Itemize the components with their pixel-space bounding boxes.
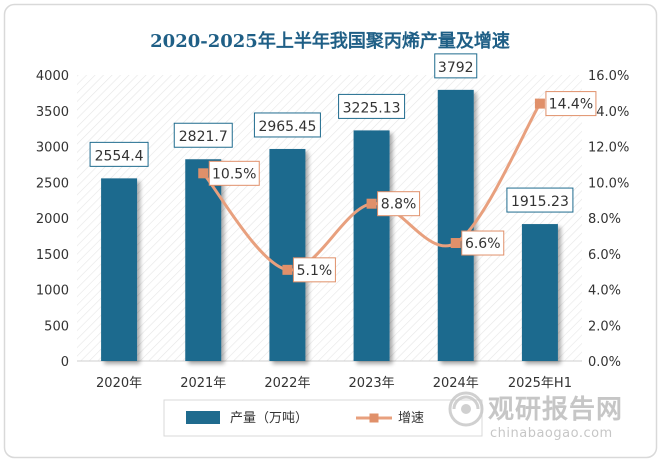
- x-tick-label: 2021年: [180, 376, 226, 391]
- right-tick-label: 14.0%: [588, 105, 629, 120]
- growth-marker: [450, 238, 461, 249]
- bar: [101, 178, 138, 361]
- growth-marker: [366, 198, 377, 209]
- right-tick-label: 12.0%: [588, 141, 629, 156]
- left-tick-label: 2000: [36, 212, 69, 227]
- x-axis: 2020年 2021年 2022年 2023年 2024年 2025年H1: [96, 376, 572, 391]
- pct-label-box: [545, 91, 597, 117]
- bar-data-labels: 2554.4 2821.7 2965.45 3225.13 3792 1915.23: [89, 53, 574, 213]
- pct-label-box: [208, 160, 260, 186]
- watermark-logo-icon: [448, 391, 484, 427]
- left-tick-label: 1500: [36, 248, 69, 263]
- bar-label-box: [173, 122, 233, 148]
- legend-line-label: 增速: [398, 411, 424, 426]
- bar-value-label: 2821.7: [179, 129, 228, 145]
- left-tick-label: 3000: [36, 141, 69, 156]
- right-tick-label: 8.0%: [588, 212, 621, 227]
- bar-label-box: [338, 93, 406, 119]
- left-tick-label: 3500: [36, 105, 69, 120]
- right-tick-label: 6.0%: [588, 248, 621, 263]
- bar: [353, 130, 390, 361]
- bar-value-label: 1915.23: [511, 194, 569, 210]
- watermark-url: chinabaogao.com: [490, 426, 613, 441]
- bar-label-box: [434, 53, 478, 79]
- bar-label-box: [506, 187, 574, 213]
- pct-label-box: [461, 230, 505, 256]
- right-tick-label: 0.0%: [588, 355, 621, 370]
- x-tick-label: 2020年: [96, 376, 142, 391]
- right-y-axis: 0.0% 2.0% 4.0% 6.0% 8.0% 10.0% 12.0% 14.0% 16.0%: [588, 69, 629, 370]
- growth-value-label: 10.5%: [212, 166, 256, 182]
- growth-value-label: 8.8%: [381, 197, 417, 213]
- plot-area: [77, 75, 582, 361]
- bar: [185, 159, 222, 361]
- bar-value-label: 3792: [438, 60, 474, 76]
- bar: [269, 148, 306, 361]
- growth-value-label: 14.4%: [549, 97, 593, 113]
- bar-series: [101, 89, 558, 361]
- line-series: [198, 98, 545, 275]
- x-tick-label: 2024年: [433, 376, 479, 391]
- legend: 产量（万吨） 增速: [163, 399, 483, 437]
- x-tick-label: 2023年: [349, 376, 395, 391]
- watermark: 观研报告网 chinabaogao.com: [448, 391, 623, 441]
- growth-marker: [534, 98, 545, 109]
- line-data-labels: 10.5% 5.1% 8.8% 6.6% 14.4%: [208, 91, 597, 283]
- left-tick-label: 0: [61, 355, 69, 370]
- legend-bar-swatch: [186, 411, 220, 424]
- bar-label-box: [89, 141, 149, 167]
- x-tick-label: 2025年H1: [508, 376, 572, 391]
- watermark-name: 观研报告网: [488, 394, 623, 425]
- chart-title: 2020-2025年上半年我国聚丙烯产量及增速: [150, 30, 510, 52]
- left-tick-label: 500: [44, 319, 69, 334]
- bar-label-box: [253, 112, 321, 138]
- left-tick-label: 2500: [36, 176, 69, 191]
- bar: [521, 224, 558, 361]
- bar-value-label: 3225.13: [343, 100, 401, 116]
- bar-value-label: 2554.4: [95, 148, 144, 164]
- legend-bar-label: 产量（万吨）: [230, 411, 308, 426]
- growth-value-label: 5.1%: [297, 263, 333, 279]
- pct-label-box: [292, 257, 336, 283]
- bar-value-label: 2965.45: [258, 119, 316, 135]
- growth-value-label: 6.6%: [465, 236, 501, 252]
- left-tick-label: 1000: [36, 284, 69, 299]
- right-tick-label: 16.0%: [588, 69, 629, 84]
- right-tick-label: 4.0%: [588, 284, 621, 299]
- pct-label-box: [377, 191, 421, 217]
- growth-marker: [198, 168, 209, 179]
- legend-line-marker: [369, 413, 379, 423]
- left-tick-label: 4000: [36, 69, 69, 84]
- x-tick-label: 2022年: [264, 376, 310, 391]
- bar: [437, 89, 474, 361]
- right-tick-label: 2.0%: [588, 319, 621, 334]
- right-tick-label: 10.0%: [588, 176, 629, 191]
- left-y-axis: 0 500 1000 1500 2000 2500 3000 3500 4000: [36, 69, 69, 370]
- growth-marker: [282, 264, 293, 275]
